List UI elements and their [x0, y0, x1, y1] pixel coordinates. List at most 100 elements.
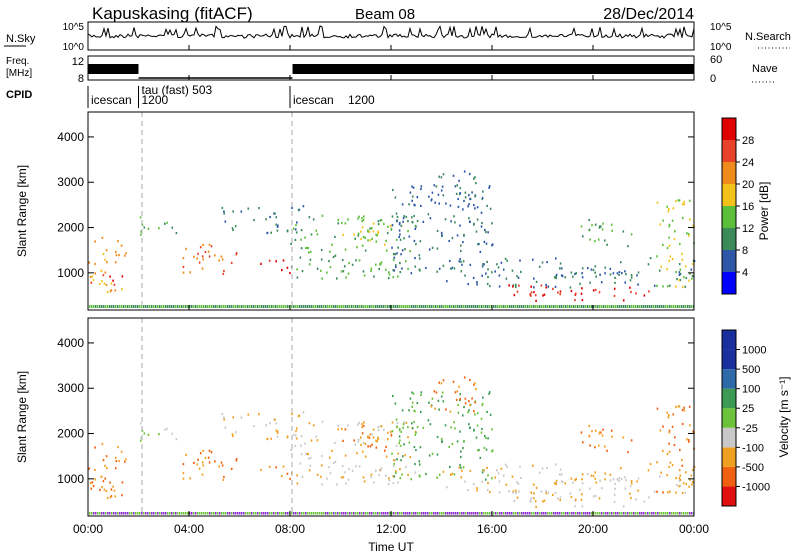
- velocity-cell: [385, 474, 387, 477]
- velocity-cell: [422, 426, 425, 429]
- power-cell: [185, 305, 187, 308]
- velocity-cell: [667, 416, 670, 419]
- power-cell: [377, 305, 379, 308]
- velocity-cell: [213, 512, 215, 515]
- velocity-cell: [361, 426, 363, 429]
- velocity-cell: [617, 512, 619, 515]
- power-cell: [588, 228, 591, 231]
- colorbar-tick-label: -25: [742, 423, 758, 435]
- colorbar-swatch: [722, 447, 736, 467]
- power-cell: [379, 305, 381, 308]
- power-cell: [380, 261, 383, 264]
- velocity-cell: [688, 440, 690, 443]
- power-cell: [173, 305, 175, 308]
- cpid-segment-name: tau (fast) 503: [142, 83, 213, 97]
- colorbar-tick-label: 8: [742, 245, 748, 257]
- velocity-cell: [372, 428, 375, 431]
- velocity-cell: [454, 391, 457, 394]
- velocity-cell: [191, 512, 193, 515]
- power-cell: [145, 305, 147, 308]
- power-cell: [407, 220, 409, 223]
- velocity-cell: [538, 471, 541, 474]
- power-cell: [447, 305, 449, 308]
- nsearch-tick-low: 10^0: [710, 42, 732, 53]
- velocity-cell: [307, 512, 309, 515]
- velocity-cell: [674, 436, 676, 439]
- velocity-cell: [417, 512, 419, 515]
- velocity-cell: [121, 481, 124, 484]
- velocity-cell: [686, 438, 688, 441]
- power-cell: [668, 244, 671, 247]
- power-cell: [454, 185, 457, 188]
- power-cell: [375, 233, 377, 236]
- velocity-cell: [601, 434, 604, 437]
- velocity-cell: [102, 459, 105, 462]
- velocity-cell: [323, 512, 325, 515]
- power-cell: [429, 217, 432, 220]
- velocity-cell: [616, 478, 619, 481]
- power-cell: [496, 263, 498, 266]
- power-cell: [300, 238, 302, 241]
- power-cell: [287, 305, 289, 308]
- power-cell: [542, 294, 544, 297]
- velocity-cell: [223, 475, 225, 479]
- station-title: Kapuskasing (fitACF): [92, 4, 253, 23]
- velocity-background: [88, 318, 694, 516]
- power-cell: [591, 224, 593, 227]
- power-cell: [665, 305, 667, 308]
- velocity-cell: [110, 495, 113, 498]
- velocity-cell: [105, 489, 108, 493]
- velocity-cell: [302, 411, 305, 414]
- power-cell: [166, 221, 168, 224]
- power-cell: [259, 305, 261, 308]
- power-cell: [341, 305, 343, 308]
- colorbar-swatch: [722, 330, 736, 350]
- velocity-cell: [102, 480, 105, 483]
- velocity-cell: [348, 468, 350, 471]
- colorbar-tick-label: 16: [742, 201, 754, 213]
- velocity-cell: [329, 512, 331, 515]
- power-cell: [473, 204, 475, 207]
- velocity-cell: [399, 468, 401, 471]
- power-cell: [276, 225, 279, 228]
- velocity-cell: [141, 512, 143, 515]
- power-cell: [460, 270, 463, 273]
- power-cell: [99, 282, 101, 286]
- power-cell: [531, 305, 533, 308]
- power-cell: [452, 174, 455, 177]
- power-cell: [575, 272, 577, 275]
- velocity-cell: [639, 512, 641, 515]
- power-cell: [139, 305, 141, 308]
- power-cell: [139, 216, 142, 219]
- velocity-cell: [620, 467, 622, 470]
- velocity-cell: [543, 499, 546, 502]
- velocity-cell: [344, 428, 347, 431]
- power-cell: [679, 305, 681, 308]
- power-cell: [165, 305, 167, 308]
- velocity-cell: [585, 512, 587, 515]
- velocity-cell: [464, 402, 467, 405]
- power-cell: [604, 272, 606, 275]
- power-cell: [440, 231, 443, 234]
- velocity-cell: [230, 467, 233, 470]
- velocity-cell: [656, 461, 658, 464]
- velocity-cell: [431, 452, 434, 455]
- velocity-cell: [520, 476, 522, 479]
- power-cell: [241, 305, 243, 308]
- power-cell: [425, 266, 427, 270]
- power-cell: [111, 305, 113, 308]
- power-cell: [471, 305, 473, 308]
- power-cell: [325, 305, 327, 308]
- power-cell: [661, 305, 663, 308]
- power-cell: [625, 273, 627, 276]
- power-cell: [678, 199, 681, 202]
- velocity-cell: [462, 414, 464, 417]
- power-cell: [581, 305, 583, 308]
- velocity-cell: [311, 512, 313, 515]
- velocity-cell: [399, 427, 401, 431]
- velocity-cell: [193, 461, 195, 464]
- velocity-cell: [675, 512, 677, 515]
- velocity-cell: [361, 432, 364, 435]
- power-cell: [630, 276, 633, 279]
- power-cell: [395, 305, 397, 308]
